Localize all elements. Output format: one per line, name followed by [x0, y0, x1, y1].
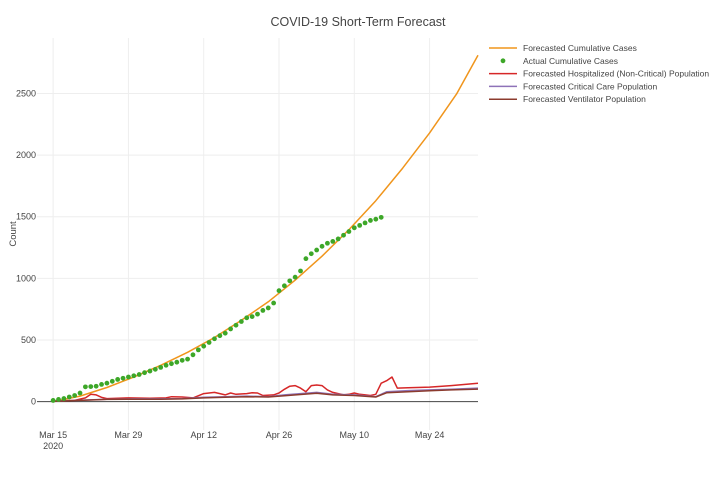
legend-label: Forecasted Ventilator Population: [523, 94, 646, 104]
legend-item-forecasted-ventilator-population[interactable]: Forecasted Ventilator Population: [489, 94, 646, 104]
data-point: [99, 381, 104, 387]
series-line-forecasted-ventilator-population: [53, 388, 479, 403]
data-point: [314, 247, 320, 253]
data-point: [185, 356, 190, 362]
data-point: [217, 333, 223, 339]
data-point: [109, 378, 115, 384]
legend-label: Forecasted Cumulative Cases: [523, 43, 637, 53]
data-point: [93, 383, 99, 389]
data-point: [276, 288, 282, 294]
y-tick-label: 1000: [16, 273, 36, 283]
data-point: [174, 359, 180, 365]
data-point: [66, 394, 72, 400]
data-point: [152, 366, 158, 372]
data-point: [330, 238, 336, 244]
data-point: [357, 222, 363, 228]
data-point: [142, 370, 147, 376]
data-point: [298, 268, 303, 274]
data-point: [351, 225, 357, 231]
series-line-forecasted-cumulative-cases: [52, 54, 479, 403]
data-point: [88, 384, 94, 390]
data-point: [222, 330, 228, 336]
data-point: [72, 393, 78, 398]
legend-item-actual-cumulative-cases[interactable]: Actual Cumulative Cases: [500, 56, 618, 66]
y-tick-label: 500: [21, 335, 36, 345]
data-point: [83, 384, 88, 390]
y-tick-label: 0: [31, 397, 36, 407]
x-tick-label: Apr 26: [266, 430, 293, 440]
series-line-forecasted-hospitalized-non-critical-population: [53, 376, 479, 402]
data-point: [163, 362, 169, 368]
data-point: [120, 375, 126, 381]
x-tick-label: Apr 12: [190, 430, 217, 440]
data-point: [115, 377, 121, 382]
data-point: [341, 232, 346, 238]
data-point: [136, 372, 142, 377]
data-point: [238, 319, 244, 324]
y-tick-label: 2000: [16, 150, 36, 160]
x-tick-label: May 24: [415, 430, 445, 440]
legend-label: Forecasted Critical Care Population: [523, 81, 657, 91]
data-point: [378, 214, 384, 220]
data-point: [244, 315, 250, 321]
legend-item-forecasted-critical-care-population[interactable]: Forecasted Critical Care Population: [489, 81, 657, 91]
data-point: [346, 229, 352, 234]
data-point: [147, 368, 153, 374]
data-point: [287, 278, 293, 284]
y-axis-title: Count: [8, 221, 19, 247]
data-point: [292, 274, 298, 280]
data-point: [255, 311, 260, 317]
data-point: [271, 300, 277, 306]
data-point: [50, 398, 56, 403]
series-actual-cumulative-cases: [50, 214, 384, 403]
data-point: [104, 380, 110, 386]
data-point: [228, 326, 234, 332]
data-point: [368, 218, 373, 223]
data-point: [158, 364, 164, 370]
x-tick-label: Mar 15: [39, 430, 67, 440]
data-point: [131, 373, 137, 379]
data-point: [335, 236, 341, 242]
data-point: [212, 336, 217, 342]
data-point: [179, 357, 185, 363]
y-tick-label: 1500: [16, 212, 36, 222]
data-point: [319, 243, 325, 249]
plot-area: [50, 54, 479, 403]
legend-marker: [500, 58, 506, 64]
data-point: [201, 343, 207, 349]
y-tick-label: 2500: [16, 88, 36, 98]
data-point: [77, 390, 83, 396]
data-point: [373, 216, 379, 222]
data-point: [325, 240, 330, 246]
data-point: [169, 361, 174, 367]
legend-label: Actual Cumulative Cases: [523, 56, 618, 66]
chart-title: COVID-19 Short-Term Forecast: [270, 15, 446, 29]
legend-item-forecasted-cumulative-cases[interactable]: Forecasted Cumulative Cases: [489, 43, 637, 53]
data-point: [195, 347, 201, 353]
data-point: [206, 340, 212, 345]
data-point: [308, 251, 314, 257]
data-point: [303, 256, 309, 262]
data-point: [281, 283, 287, 289]
x-tick-label: Mar 29: [114, 430, 142, 440]
legend[interactable]: Forecasted Cumulative Cases Actual Cumula…: [489, 43, 709, 104]
data-point: [61, 396, 67, 401]
legend-item-forecasted-hospitalized-non-critical-population[interactable]: Forecasted Hospitalized (Non-Critical) P…: [489, 69, 709, 79]
gridlines: [37, 38, 478, 430]
data-point: [249, 314, 255, 319]
data-point: [233, 322, 239, 328]
data-point: [362, 220, 368, 226]
data-point: [265, 305, 271, 311]
data-point: [56, 397, 61, 402]
data-point: [260, 308, 266, 313]
data-point: [190, 352, 196, 358]
data-point: [126, 374, 131, 380]
x-tick-sublabel: 2020: [43, 441, 63, 451]
legend-label: Forecasted Hospitalized (Non-Critical) P…: [523, 69, 709, 79]
x-tick-label: May 10: [340, 430, 370, 440]
